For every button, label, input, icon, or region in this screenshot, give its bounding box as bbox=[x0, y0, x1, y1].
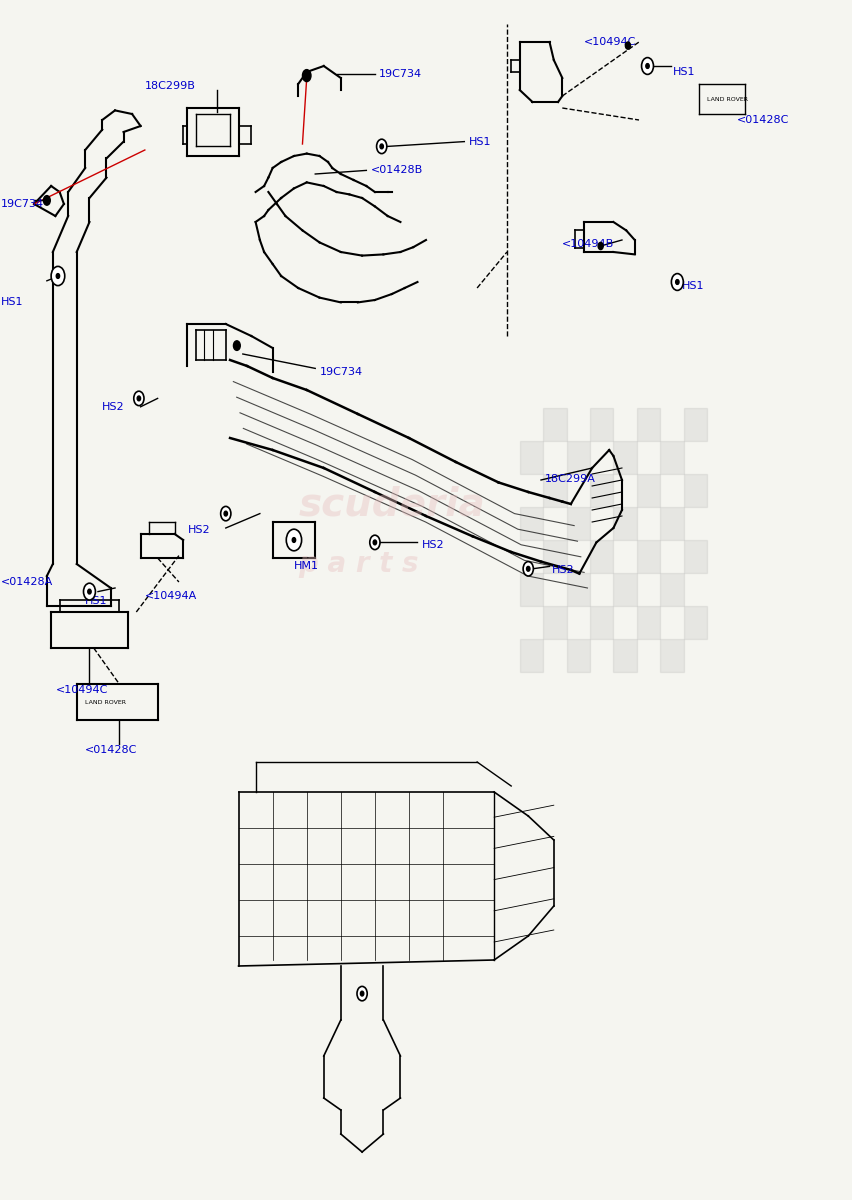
Circle shape bbox=[51, 266, 65, 286]
Circle shape bbox=[671, 274, 683, 290]
Bar bbox=[567, 506, 590, 540]
Circle shape bbox=[642, 58, 653, 74]
Bar bbox=[520, 572, 543, 606]
Circle shape bbox=[373, 540, 377, 545]
Text: <10494C: <10494C bbox=[584, 37, 636, 47]
Text: HS2: HS2 bbox=[422, 540, 445, 550]
Bar bbox=[590, 606, 613, 638]
Circle shape bbox=[598, 242, 603, 250]
Text: 18C299A: 18C299A bbox=[545, 474, 596, 484]
Circle shape bbox=[83, 583, 95, 600]
Circle shape bbox=[370, 535, 380, 550]
Bar bbox=[636, 540, 660, 572]
Bar bbox=[590, 408, 613, 440]
Bar bbox=[520, 440, 543, 474]
Bar bbox=[543, 474, 567, 506]
Circle shape bbox=[233, 341, 240, 350]
Text: HS1: HS1 bbox=[682, 281, 704, 290]
Circle shape bbox=[646, 64, 649, 68]
Text: HS1: HS1 bbox=[673, 67, 695, 77]
Bar bbox=[660, 638, 683, 672]
Circle shape bbox=[523, 562, 533, 576]
Text: HS2: HS2 bbox=[187, 526, 210, 535]
Text: 18C299B: 18C299B bbox=[145, 82, 196, 91]
Circle shape bbox=[360, 991, 364, 996]
Bar bbox=[660, 572, 683, 606]
Bar bbox=[683, 474, 707, 506]
Bar bbox=[567, 572, 590, 606]
Text: HS1: HS1 bbox=[85, 596, 107, 606]
Text: 19C734: 19C734 bbox=[320, 367, 363, 377]
Bar bbox=[613, 572, 636, 606]
Text: <01428B: <01428B bbox=[371, 166, 423, 175]
Circle shape bbox=[292, 538, 296, 542]
Circle shape bbox=[224, 511, 227, 516]
Text: HM1: HM1 bbox=[294, 562, 319, 571]
Bar bbox=[660, 506, 683, 540]
Circle shape bbox=[676, 280, 679, 284]
Bar bbox=[613, 638, 636, 672]
Circle shape bbox=[377, 139, 387, 154]
Bar bbox=[520, 506, 543, 540]
Circle shape bbox=[286, 529, 302, 551]
Circle shape bbox=[43, 196, 50, 205]
Circle shape bbox=[625, 42, 630, 49]
Text: scuderia: scuderia bbox=[298, 485, 485, 523]
Circle shape bbox=[88, 589, 91, 594]
Bar bbox=[683, 606, 707, 638]
Text: p a r t s: p a r t s bbox=[298, 550, 418, 578]
Bar bbox=[613, 440, 636, 474]
Text: <10494B: <10494B bbox=[562, 239, 614, 248]
Text: <01428C: <01428C bbox=[85, 745, 137, 755]
Text: HS1: HS1 bbox=[469, 137, 491, 146]
Bar bbox=[636, 606, 660, 638]
Bar bbox=[590, 540, 613, 572]
Bar bbox=[567, 440, 590, 474]
Bar bbox=[636, 474, 660, 506]
Bar bbox=[660, 440, 683, 474]
Text: LAND ROVER: LAND ROVER bbox=[707, 97, 748, 102]
Circle shape bbox=[357, 986, 367, 1001]
Text: <10494C: <10494C bbox=[55, 685, 107, 695]
Text: HS2: HS2 bbox=[552, 565, 575, 575]
Text: HS2: HS2 bbox=[102, 402, 125, 412]
Text: 19C734: 19C734 bbox=[379, 70, 423, 79]
Text: 19C734: 19C734 bbox=[1, 199, 44, 209]
Text: LAND ROVER: LAND ROVER bbox=[85, 700, 126, 704]
Circle shape bbox=[380, 144, 383, 149]
Circle shape bbox=[134, 391, 144, 406]
Bar bbox=[543, 606, 567, 638]
Circle shape bbox=[302, 70, 311, 82]
Circle shape bbox=[527, 566, 530, 571]
Circle shape bbox=[221, 506, 231, 521]
Bar bbox=[590, 474, 613, 506]
Bar bbox=[683, 408, 707, 440]
Circle shape bbox=[56, 274, 60, 278]
Text: <01428C: <01428C bbox=[737, 115, 789, 125]
Bar bbox=[543, 408, 567, 440]
Bar bbox=[636, 408, 660, 440]
Bar bbox=[543, 540, 567, 572]
Text: HS1: HS1 bbox=[1, 298, 23, 307]
Bar bbox=[567, 638, 590, 672]
Bar bbox=[683, 540, 707, 572]
Bar bbox=[520, 638, 543, 672]
Text: <10494A: <10494A bbox=[145, 592, 197, 601]
Circle shape bbox=[137, 396, 141, 401]
Bar bbox=[613, 506, 636, 540]
Text: <01428A: <01428A bbox=[1, 577, 53, 587]
